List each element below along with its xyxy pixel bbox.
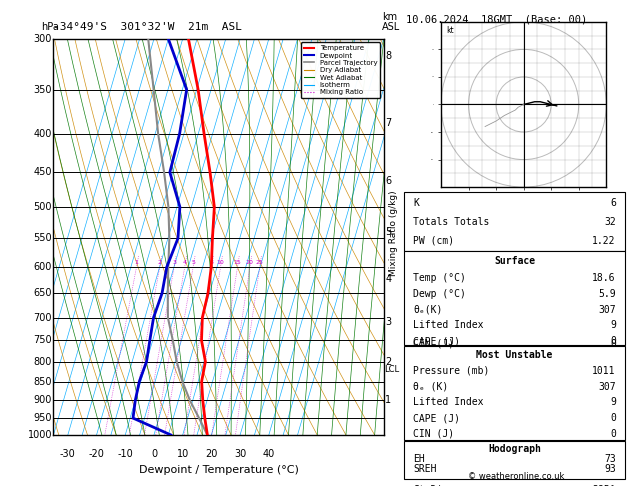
Text: -20: -20: [89, 449, 104, 459]
Text: Surface: Surface: [494, 256, 535, 266]
Text: 3: 3: [385, 317, 391, 327]
Text: Totals Totals: Totals Totals: [413, 217, 489, 227]
Text: 500: 500: [33, 202, 52, 212]
Text: StmDir: StmDir: [413, 485, 448, 486]
Text: LCL: LCL: [384, 365, 399, 374]
Text: CIN (J): CIN (J): [413, 429, 454, 439]
Text: -30: -30: [60, 449, 75, 459]
Text: 4: 4: [182, 260, 187, 265]
Text: 20: 20: [246, 260, 254, 265]
Text: 0: 0: [151, 449, 157, 459]
Text: 32: 32: [604, 217, 616, 227]
Text: 10: 10: [177, 449, 189, 459]
Text: 9: 9: [610, 398, 616, 407]
Text: 307: 307: [598, 305, 616, 314]
Text: Pressure (mb): Pressure (mb): [413, 366, 489, 376]
Text: Lifted Index: Lifted Index: [413, 398, 484, 407]
Text: 2: 2: [385, 357, 391, 367]
Text: Temp (°C): Temp (°C): [413, 273, 466, 283]
Text: θₑ (K): θₑ (K): [413, 382, 448, 392]
Text: 1.22: 1.22: [593, 236, 616, 246]
Text: 73: 73: [604, 454, 616, 464]
Text: 40: 40: [263, 449, 275, 459]
Text: 307: 307: [598, 382, 616, 392]
Text: 6: 6: [610, 198, 616, 208]
Text: 3: 3: [172, 260, 176, 265]
Bar: [404, 251, 625, 346]
Text: 285°: 285°: [593, 485, 616, 486]
Text: 350: 350: [33, 85, 52, 95]
Text: Hodograph: Hodograph: [488, 444, 541, 453]
Text: 5: 5: [191, 260, 195, 265]
Text: 0: 0: [610, 339, 616, 349]
Text: 18.6: 18.6: [593, 273, 616, 283]
Text: θₑ(K): θₑ(K): [413, 305, 443, 314]
Text: CIN (J): CIN (J): [413, 339, 454, 349]
Text: 550: 550: [33, 233, 52, 243]
Text: 15: 15: [233, 260, 242, 265]
Text: K: K: [413, 198, 419, 208]
Text: 1000: 1000: [28, 430, 52, 440]
Bar: [404, 441, 625, 479]
Text: km
ASL: km ASL: [382, 12, 400, 32]
Text: 10.06.2024  18GMT  (Base: 00): 10.06.2024 18GMT (Base: 00): [406, 15, 587, 25]
Text: 7: 7: [385, 118, 391, 128]
Text: 6: 6: [385, 176, 391, 186]
Legend: Temperature, Dewpoint, Parcel Trajectory, Dry Adiabat, Wet Adiabat, Isotherm, Mi: Temperature, Dewpoint, Parcel Trajectory…: [301, 42, 380, 98]
Text: CAPE (J): CAPE (J): [413, 413, 460, 423]
Text: 1: 1: [385, 395, 391, 404]
Text: Mixing Ratio (g/kg): Mixing Ratio (g/kg): [389, 191, 398, 276]
Text: 300: 300: [34, 34, 52, 44]
Text: 93: 93: [604, 464, 616, 474]
Text: 8: 8: [209, 260, 213, 265]
Text: 950: 950: [33, 413, 52, 423]
Text: CAPE (J): CAPE (J): [413, 336, 460, 346]
Bar: [404, 192, 625, 251]
Text: 0: 0: [610, 429, 616, 439]
Text: hPa: hPa: [41, 21, 58, 32]
Text: Most Unstable: Most Unstable: [476, 350, 553, 360]
Text: 0: 0: [610, 336, 616, 346]
Text: EH: EH: [413, 454, 425, 464]
Text: 30: 30: [234, 449, 246, 459]
Text: 9: 9: [610, 320, 616, 330]
Text: -10: -10: [118, 449, 133, 459]
Text: SREH: SREH: [413, 464, 437, 474]
Text: 750: 750: [33, 335, 52, 346]
Text: 10: 10: [216, 260, 225, 265]
Text: 900: 900: [34, 395, 52, 405]
Text: 400: 400: [34, 128, 52, 139]
Text: 5.9: 5.9: [598, 289, 616, 299]
Text: 850: 850: [33, 377, 52, 386]
Text: Lifted Index: Lifted Index: [413, 320, 484, 330]
Text: 1: 1: [135, 260, 138, 265]
Text: 700: 700: [33, 312, 52, 323]
Text: 2: 2: [158, 260, 162, 265]
Text: 20: 20: [205, 449, 218, 459]
Text: 600: 600: [34, 262, 52, 272]
Text: -34°49'S  301°32'W  21m  ASL: -34°49'S 301°32'W 21m ASL: [53, 21, 242, 32]
Text: 25: 25: [256, 260, 264, 265]
Text: 1011: 1011: [593, 366, 616, 376]
Text: © weatheronline.co.uk: © weatheronline.co.uk: [467, 472, 564, 481]
Text: Dewpoint / Temperature (°C): Dewpoint / Temperature (°C): [138, 465, 299, 475]
Bar: [404, 346, 625, 440]
Text: 800: 800: [34, 357, 52, 366]
Text: 650: 650: [33, 288, 52, 298]
Text: kt: kt: [447, 26, 454, 35]
Text: 0: 0: [610, 413, 616, 423]
Text: 450: 450: [33, 167, 52, 177]
Text: Dewp (°C): Dewp (°C): [413, 289, 466, 299]
Text: PW (cm): PW (cm): [413, 236, 454, 246]
Text: 8: 8: [385, 51, 391, 61]
Text: 5: 5: [385, 227, 391, 237]
Text: 4: 4: [385, 274, 391, 284]
